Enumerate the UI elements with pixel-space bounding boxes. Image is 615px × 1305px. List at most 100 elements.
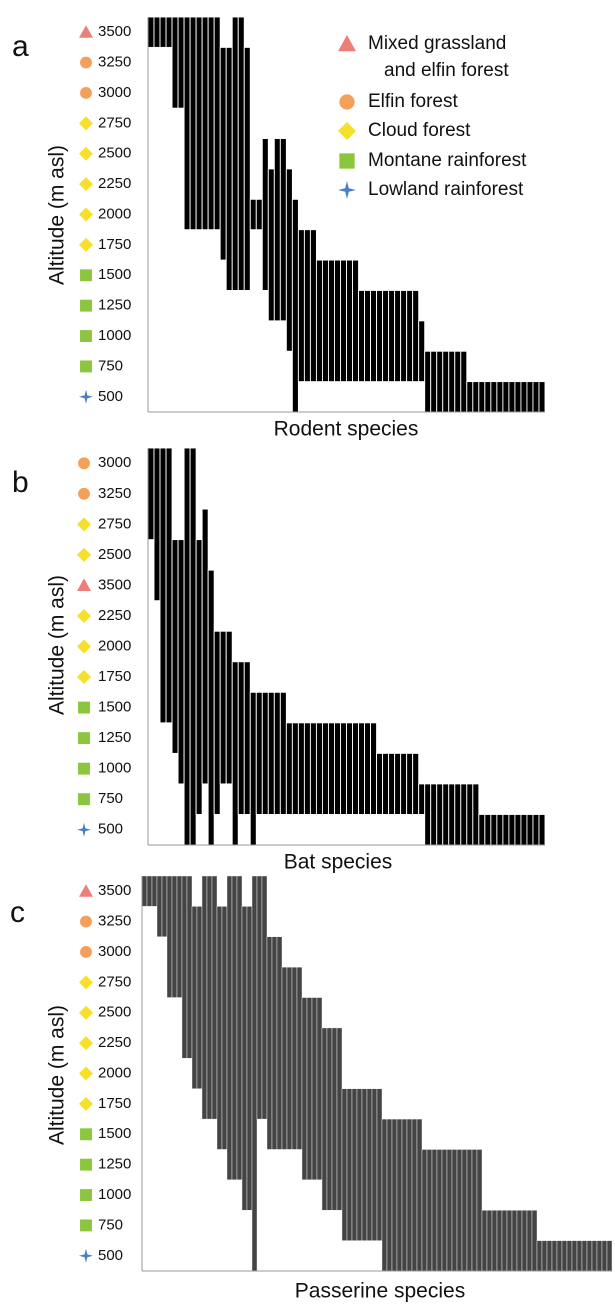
range-bar (196, 906, 203, 1089)
range-bar (219, 46, 227, 261)
y-axis-label: Altitude (m asl) (46, 575, 69, 715)
tick-marker (80, 360, 92, 373)
y-tick-label: 2750 (98, 973, 131, 990)
y-tick-label: 1500 (98, 1125, 131, 1142)
range-bar (386, 1118, 393, 1272)
range-bar (171, 539, 179, 754)
legend-label: and elfin forest (384, 60, 509, 81)
tick-marker (79, 116, 93, 131)
range-bar (472, 783, 480, 846)
range-bar (286, 966, 293, 1150)
range-bar (341, 1088, 348, 1241)
range-bar (442, 783, 450, 846)
range-bar (561, 1240, 568, 1272)
range-bar (502, 381, 510, 413)
tick-marker (79, 207, 93, 222)
tick-marker (79, 1036, 93, 1051)
tick-marker (79, 1248, 93, 1263)
range-bar (151, 875, 158, 907)
range-bar (166, 875, 173, 998)
range-bar (481, 1210, 488, 1272)
range-bar (195, 16, 203, 231)
tick-marker (78, 732, 90, 745)
range-bar (241, 906, 248, 1211)
range-bar (370, 722, 378, 815)
y-tick-label: 2250 (98, 607, 131, 624)
tick-marker (80, 87, 92, 99)
legend-marker (339, 94, 355, 110)
range-bar (183, 16, 191, 231)
range-bar (388, 290, 396, 383)
range-bar (147, 447, 155, 541)
range-bar (296, 966, 303, 1150)
range-bar (596, 1240, 603, 1272)
range-bar (165, 16, 173, 48)
range-bar (406, 1118, 413, 1272)
range-bar (448, 783, 456, 846)
range-bar (225, 46, 233, 291)
range-bar (303, 229, 311, 383)
range-bar (491, 1210, 498, 1272)
tick-marker (80, 1219, 92, 1232)
tick-marker (79, 146, 93, 161)
range-bar (321, 1027, 328, 1211)
y-tick-label: 2500 (98, 1004, 131, 1021)
range-bar (309, 229, 317, 383)
range-bar (191, 906, 198, 1089)
range-bar (441, 1149, 448, 1272)
range-bar (394, 290, 402, 383)
range-bar (541, 1240, 548, 1272)
range-bar (601, 1240, 608, 1272)
range-bar (424, 783, 432, 846)
tick-marker (77, 670, 91, 685)
y-tick-label: 3000 (98, 454, 131, 471)
x-axis-label: Passerine species (295, 1280, 465, 1303)
tick-marker (79, 1096, 93, 1111)
range-bar (606, 1240, 613, 1272)
tick-marker (79, 389, 93, 404)
range-bar (141, 875, 148, 907)
range-bar (526, 814, 534, 846)
range-bar (496, 1210, 503, 1272)
range-bar (221, 906, 228, 1150)
range-bar (436, 350, 444, 413)
range-bar (267, 168, 275, 322)
range-bar (456, 1149, 463, 1272)
y-tick-label: 2250 (98, 1034, 131, 1051)
range-bar (171, 875, 178, 998)
range-bar (211, 875, 218, 1120)
range-bar (476, 1149, 483, 1272)
range-bar (189, 447, 197, 846)
range-bar (321, 259, 329, 383)
y-tick-label: 2000 (98, 1064, 131, 1081)
range-bar (336, 1027, 343, 1211)
range-bar (207, 16, 215, 231)
range-bar (418, 320, 426, 383)
range-bar (502, 814, 510, 846)
y-tick-label: 1000 (98, 1186, 131, 1203)
range-bar (176, 875, 183, 998)
range-bar (177, 16, 185, 109)
range-bar (146, 875, 153, 907)
tick-marker (80, 915, 92, 928)
range-bar (538, 814, 546, 846)
tick-marker (77, 822, 91, 837)
y-tick-label: 1250 (98, 297, 131, 314)
tick-marker (80, 1189, 92, 1201)
range-bar (366, 1088, 373, 1241)
x-axis-label: Bat species (284, 851, 393, 874)
y-tick-label: 500 (98, 1247, 123, 1264)
range-bar (411, 1118, 418, 1272)
range-bar (315, 722, 323, 815)
range-bar (556, 1240, 563, 1272)
range-bar (508, 381, 516, 413)
y-tick-label: 3000 (98, 943, 131, 960)
range-bar (516, 1210, 523, 1272)
range-bar (591, 1240, 598, 1272)
range-bar (436, 1149, 443, 1272)
range-bar (478, 381, 486, 413)
range-bar (261, 875, 268, 1120)
range-bar (256, 875, 263, 1120)
range-bar (243, 661, 251, 815)
range-bar (249, 198, 257, 231)
